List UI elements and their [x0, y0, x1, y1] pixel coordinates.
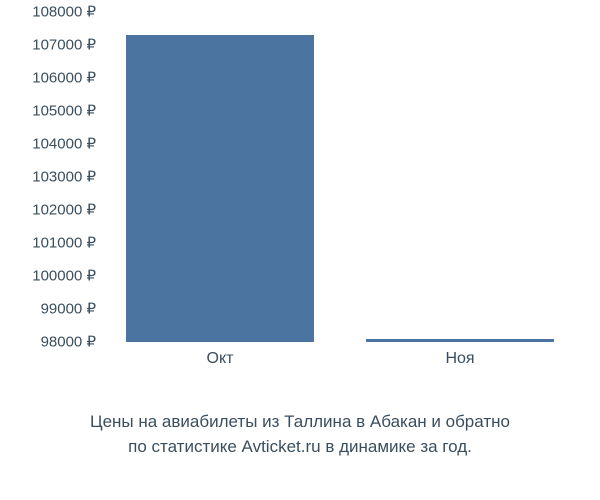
chart-caption: Цены на авиабилеты из Таллина в Абакан и…: [0, 410, 600, 459]
y-tick-label: 105000 ₽: [0, 104, 96, 119]
y-tick-label: 98000 ₽: [0, 335, 96, 350]
y-tick-label: 101000 ₽: [0, 236, 96, 251]
x-tick-label: Окт: [207, 350, 234, 368]
y-tick-label: 108000 ₽: [0, 5, 96, 20]
y-tick-label: 107000 ₽: [0, 38, 96, 53]
y-tick-label: 102000 ₽: [0, 203, 96, 218]
bar: [366, 339, 553, 342]
bar: [126, 35, 313, 342]
x-tick-label: Ноя: [445, 350, 474, 368]
y-tick-label: 104000 ₽: [0, 137, 96, 152]
y-tick-label: 99000 ₽: [0, 302, 96, 317]
y-axis: 108000 ₽107000 ₽106000 ₽105000 ₽104000 ₽…: [0, 12, 100, 392]
y-tick-label: 106000 ₽: [0, 71, 96, 86]
plot-area: [100, 12, 580, 342]
y-tick-label: 100000 ₽: [0, 269, 96, 284]
y-tick-label: 103000 ₽: [0, 170, 96, 185]
caption-line-2: по статистике Avticket.ru в динамике за …: [128, 437, 472, 456]
x-axis: Окт Ноя: [100, 350, 580, 380]
chart-area: 108000 ₽107000 ₽106000 ₽105000 ₽104000 ₽…: [0, 12, 600, 392]
caption-line-1: Цены на авиабилеты из Таллина в Абакан и…: [90, 412, 510, 431]
